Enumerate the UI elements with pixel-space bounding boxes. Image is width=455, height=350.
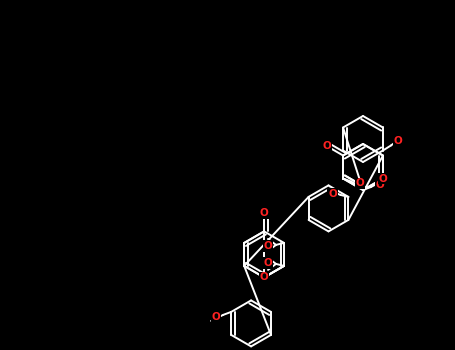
Text: O: O (260, 272, 268, 282)
Text: O: O (260, 208, 268, 218)
Text: O: O (376, 180, 384, 190)
Text: O: O (263, 258, 273, 268)
Text: O: O (328, 189, 337, 199)
Text: O: O (212, 312, 221, 322)
Text: O: O (263, 241, 273, 251)
Text: O: O (379, 174, 387, 183)
Text: O: O (323, 141, 332, 151)
Text: O: O (260, 208, 268, 218)
Text: O: O (394, 136, 402, 147)
Text: O: O (356, 178, 364, 189)
